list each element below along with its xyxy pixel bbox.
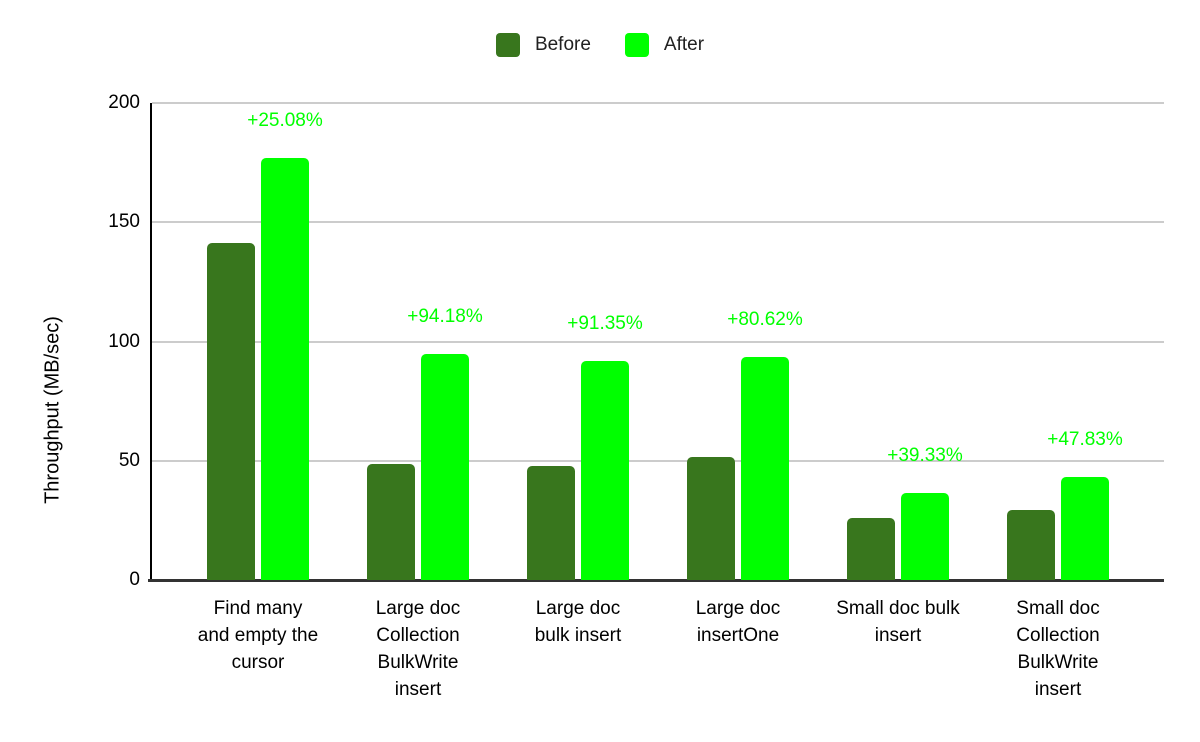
legend-swatch-before xyxy=(495,33,520,57)
annotation-1: +94.18% xyxy=(407,306,483,327)
bar-before-1 xyxy=(367,464,415,580)
gridline-100 xyxy=(152,340,1164,343)
bar-before-2 xyxy=(527,466,575,580)
legend-item-after: After xyxy=(624,33,705,57)
legend-swatch-after xyxy=(624,33,649,57)
legend: Before After xyxy=(0,33,1200,57)
x-category-label-3: Large doc insertOne xyxy=(695,598,781,646)
y-axis-line xyxy=(150,103,152,580)
plot-area: +25.08% +94.18% +91.35% +80.62% +39.33% +47.8… xyxy=(148,102,1164,582)
gridline-50 xyxy=(152,459,1164,462)
bar-after-2 xyxy=(581,361,629,580)
x-category-label-0: Find many and empty the cursor xyxy=(197,598,319,673)
gridline-150 xyxy=(152,221,1164,224)
annotation-5: +47.83% xyxy=(1047,429,1123,450)
x-axis-line xyxy=(148,579,1164,582)
y-tick-label-50: 50 xyxy=(118,449,140,471)
legend-label-after: After xyxy=(663,34,705,55)
bar-before-0 xyxy=(207,243,255,580)
y-tick-label-200: 200 xyxy=(108,92,140,113)
bar-after-5 xyxy=(1061,477,1109,580)
bar-after-1 xyxy=(421,354,469,580)
y-axis-title: Throughput (MB/sec) xyxy=(41,316,64,504)
bar-before-3 xyxy=(687,457,735,580)
y-tick-label-0: 0 xyxy=(129,569,140,590)
x-category-label-2: Large doc bulk insert xyxy=(534,598,622,646)
legend-label-before: Before xyxy=(534,34,591,55)
x-category-label-4: Small doc bulk insert xyxy=(836,598,960,646)
bar-after-4 xyxy=(901,493,949,580)
y-tick-label-100: 100 xyxy=(108,330,140,352)
bar-before-5 xyxy=(1007,510,1055,580)
x-category-label-1: Large doc Collection BulkWrite insert xyxy=(375,598,461,700)
bar-after-3 xyxy=(741,357,789,580)
gridline-200 xyxy=(152,102,1164,105)
annotation-4: +39.33% xyxy=(887,445,963,466)
bar-before-4 xyxy=(847,518,895,580)
annotation-2: +91.35% xyxy=(567,313,643,334)
bar-after-0 xyxy=(261,158,309,580)
x-category-label-5: Small doc Collection BulkWrite insert xyxy=(1016,598,1100,700)
legend-item-before: Before xyxy=(495,33,591,57)
annotation-3: +80.62% xyxy=(727,309,803,330)
y-tick-label-150: 150 xyxy=(108,211,140,233)
annotation-0: +25.08% xyxy=(247,110,323,131)
